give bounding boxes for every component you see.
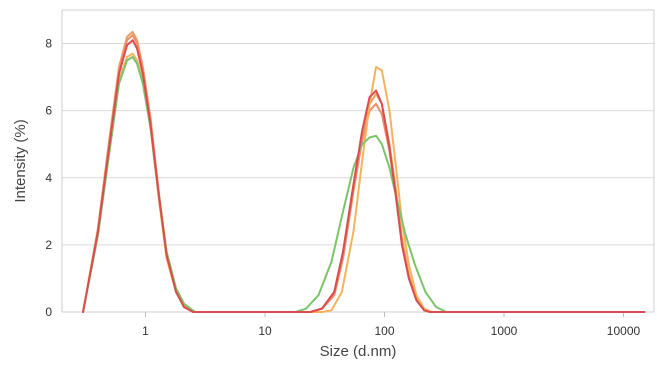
- x-axis-ticks: 1 10 100 1000 10000: [142, 312, 641, 338]
- series-group: [82, 30, 646, 313]
- y-axis-label: Intensity (%): [12, 119, 29, 202]
- x-tick-label: 10: [258, 324, 272, 338]
- plot-frame: [61, 9, 655, 313]
- series-line-3: [82, 52, 646, 313]
- series-line-2: [82, 34, 646, 313]
- y-axis-ticks: 0 2 4 6 8: [45, 37, 52, 319]
- y-tick-label: 0: [45, 305, 52, 319]
- x-tick-label: 10000: [607, 324, 641, 338]
- x-tick-label: 1: [142, 324, 149, 338]
- gridlines: [62, 43, 654, 313]
- x-tick-label: 1000: [491, 324, 518, 338]
- series-line-5: [82, 39, 646, 313]
- series-line-4: [82, 55, 646, 313]
- y-tick-label: 6: [45, 104, 52, 118]
- y-tick-label: 8: [45, 37, 52, 51]
- x-axis-label: Size (d.nm): [320, 343, 397, 360]
- x-tick-label: 100: [374, 324, 394, 338]
- series-line-1: [82, 30, 646, 313]
- y-tick-label: 4: [45, 171, 52, 185]
- y-tick-label: 2: [45, 238, 52, 252]
